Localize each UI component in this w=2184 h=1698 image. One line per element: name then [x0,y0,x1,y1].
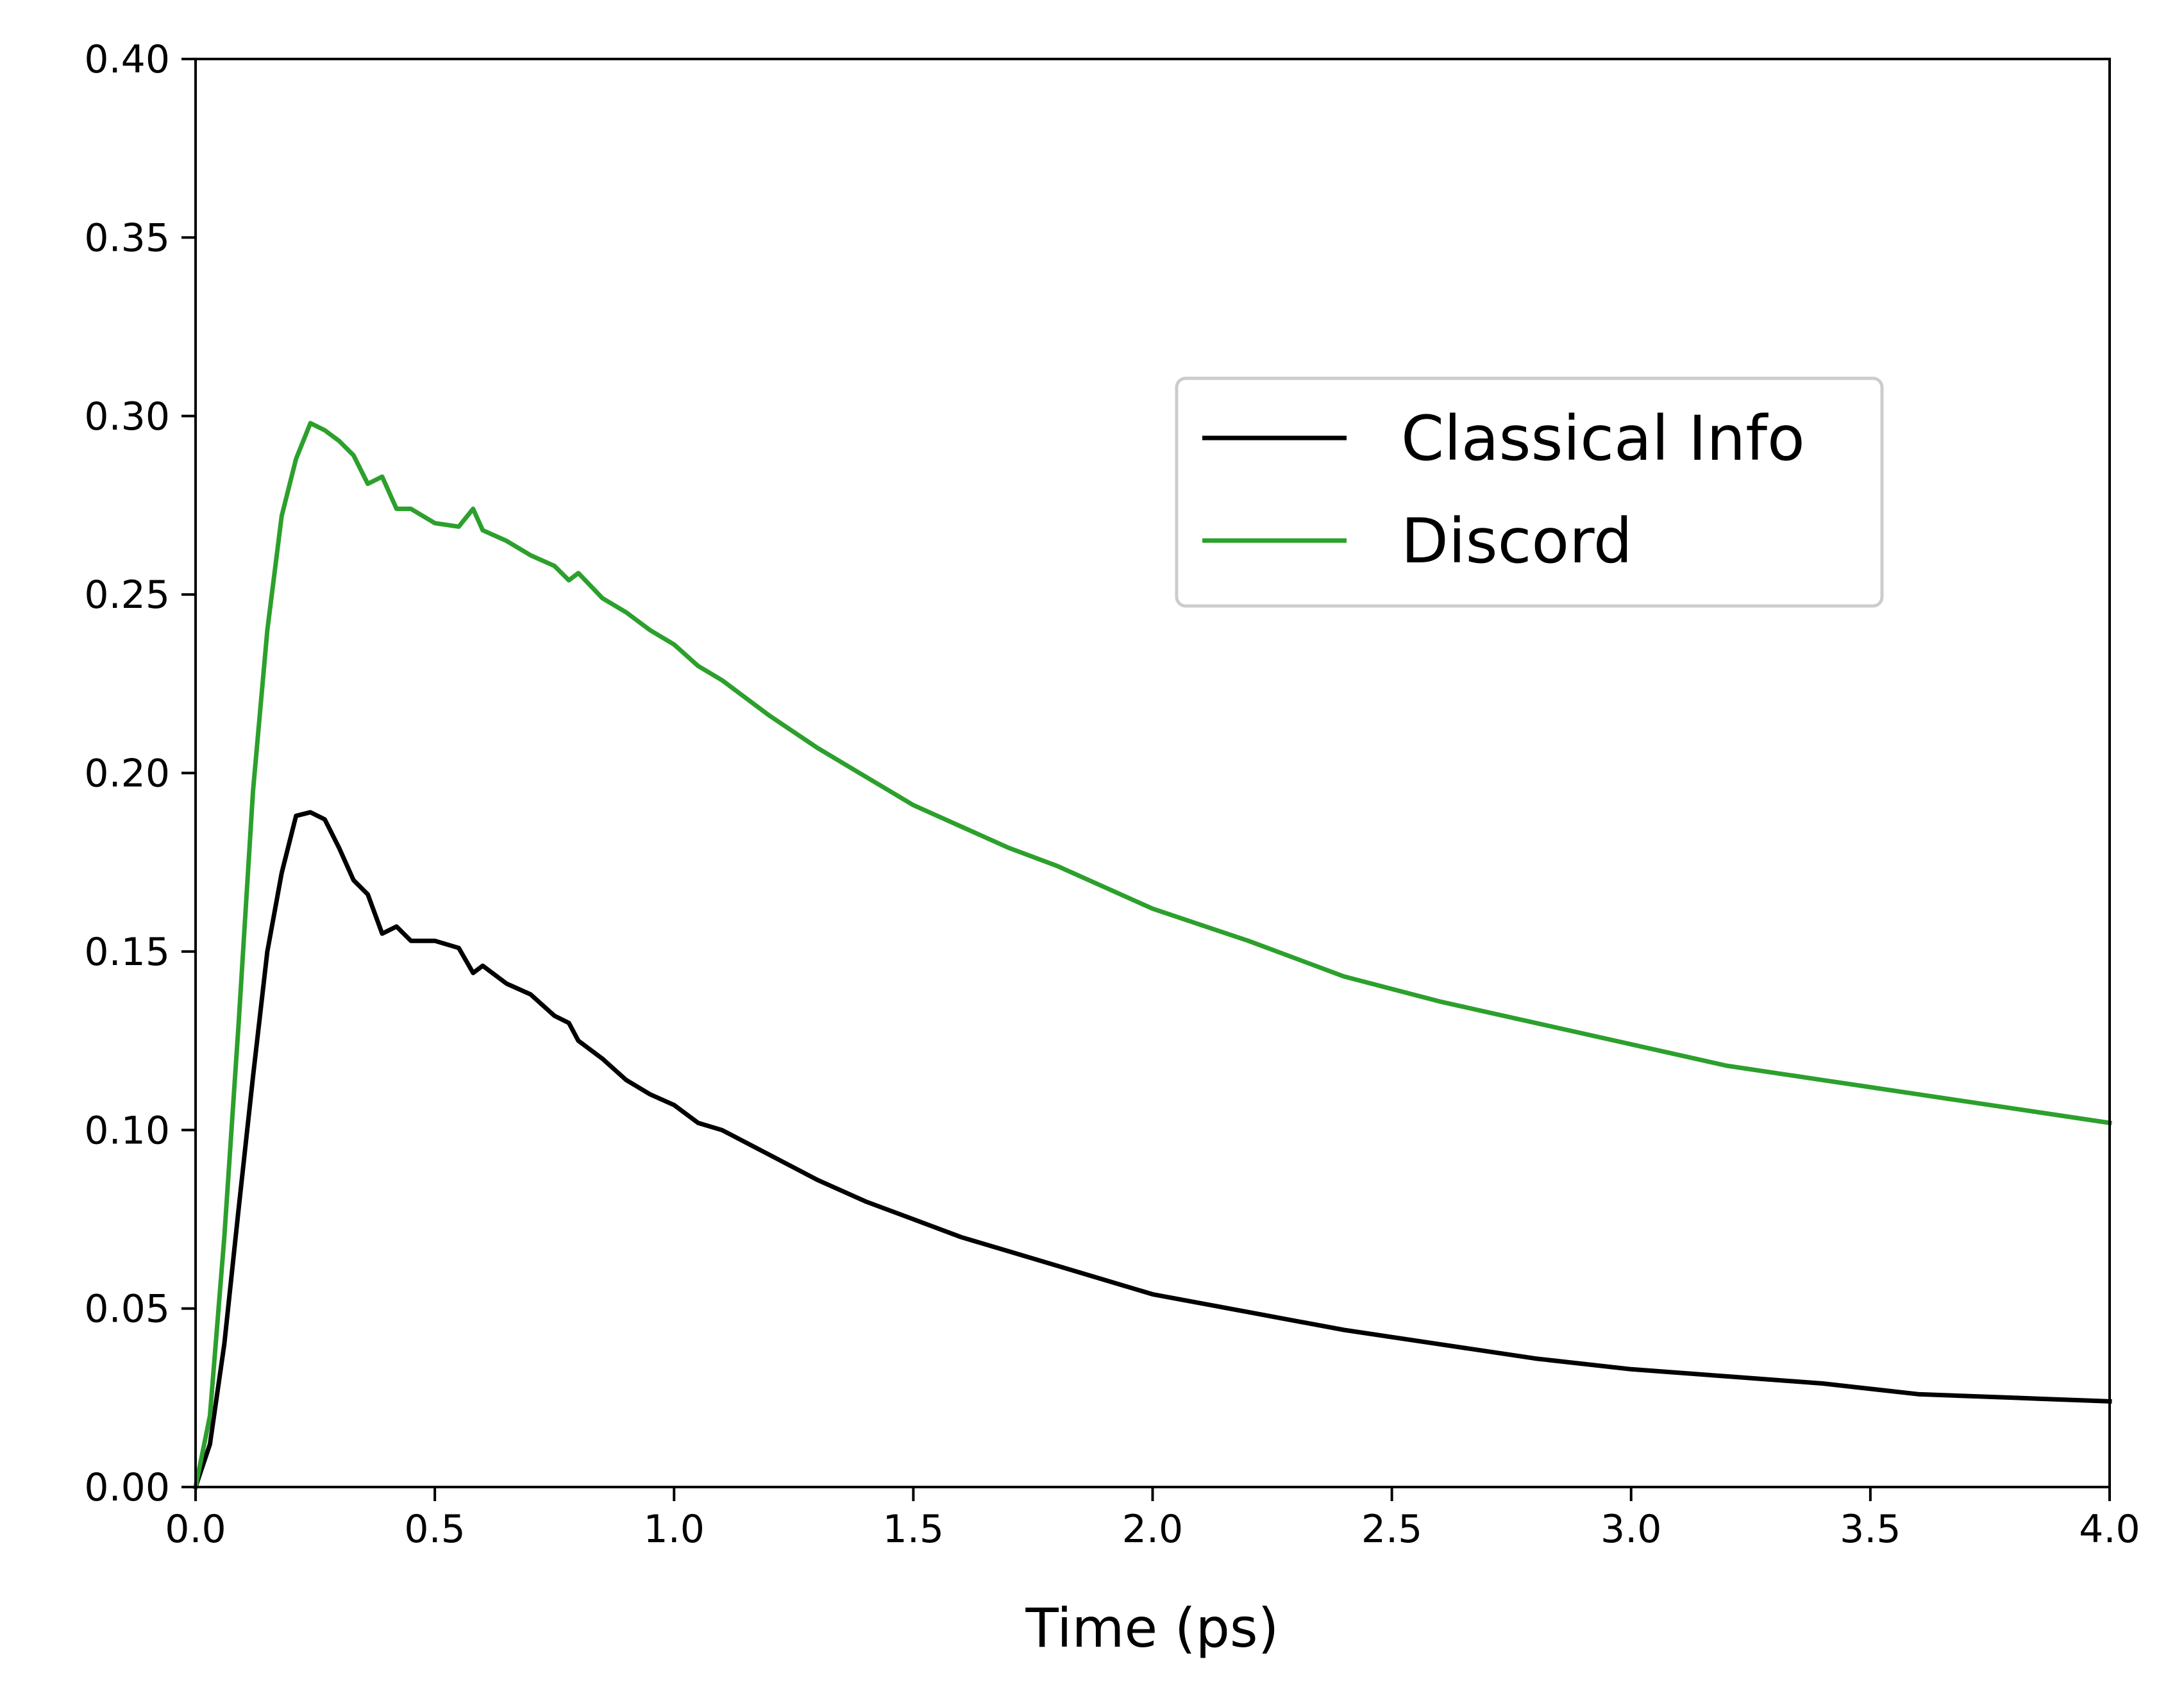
y-tick-label: 0.15 [84,930,170,975]
x-tick-label: 3.5 [1840,1507,1901,1552]
x-tick-label: 4.0 [2079,1507,2140,1552]
x-axis: 0.0 0.5 1.0 1.5 2.0 2.5 3.0 3.5 4.0 [165,1487,2140,1552]
y-tick-label: 0.20 [84,752,170,796]
legend-box [1175,376,1884,608]
x-tick-label: 2.0 [1122,1507,1183,1552]
x-tick-label: 1.5 [883,1507,944,1552]
y-tick-label: 0.00 [84,1465,170,1510]
series-line-discord [192,421,2112,1490]
legend-label-classical-info: Classical Info [1401,403,1805,475]
x-tick-label: 3.0 [1600,1507,1661,1552]
x-tick-label: 1.0 [644,1507,705,1552]
y-tick-label: 0.35 [84,215,170,260]
legend: Classical Info Discord [1175,376,1884,608]
y-axis: 0.00 0.05 0.10 0.15 0.20 0.25 0.30 0.35 0.40 [84,37,196,1510]
x-tick-label: 0.0 [165,1507,226,1552]
y-tick-label: 0.05 [84,1287,170,1332]
x-tick-label: 2.5 [1361,1507,1422,1552]
x-tick-label: 0.5 [404,1507,465,1552]
y-tick-label: 0.10 [84,1108,170,1153]
series-line-classical-info [192,810,2112,1490]
y-tick-label: 0.40 [84,37,170,82]
y-tick-label: 0.25 [84,573,170,618]
plot-area [196,59,2110,1487]
x-axis-label: Time (ps) [1025,1597,1279,1660]
series-layer [192,421,2112,1490]
legend-label-discord: Discord [1401,505,1633,577]
y-tick-label: 0.30 [84,394,170,439]
